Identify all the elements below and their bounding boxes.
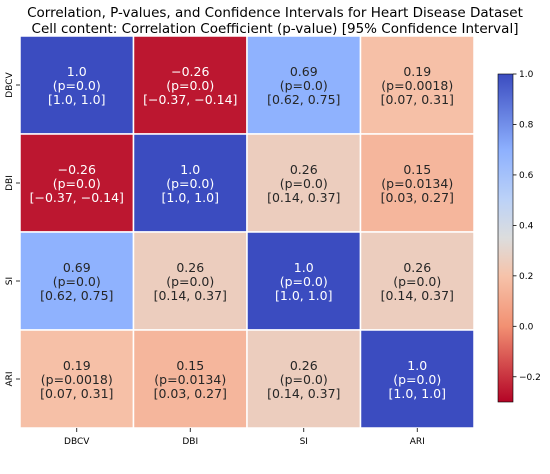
cell-label-p-value: (p=0.0) bbox=[53, 78, 101, 93]
cell-label-coefficient: 0.19 bbox=[403, 64, 431, 79]
heatmap-cell bbox=[132, 231, 248, 331]
heatmap-cell bbox=[246, 35, 362, 135]
cell-label-confidence-interval: [1.0, 1.0] bbox=[162, 190, 219, 205]
heatmap-cell bbox=[359, 231, 475, 331]
x-tick-label: DBI bbox=[182, 437, 198, 447]
cell-label-confidence-interval: [0.14, 0.37] bbox=[267, 386, 340, 401]
cell-label-p-value: (p=0.0018) bbox=[41, 372, 113, 387]
cell-label-p-value: (p=0.0) bbox=[393, 274, 441, 289]
cell-label-p-value: (p=0.0134) bbox=[381, 176, 453, 191]
cell-label-coefficient: 0.26 bbox=[403, 260, 431, 275]
cell-label-coefficient: 0.15 bbox=[176, 358, 204, 373]
cell-label-confidence-interval: [0.03, 0.27] bbox=[381, 190, 454, 205]
heatmap-cell bbox=[132, 133, 248, 233]
cell-label-p-value: (p=0.0) bbox=[280, 372, 328, 387]
y-tick-label: DBI bbox=[5, 175, 15, 191]
cell-label-p-value: (p=0.0) bbox=[280, 274, 328, 289]
cell-label-p-value: (p=0.0134) bbox=[154, 372, 226, 387]
cell-label-coefficient: 0.19 bbox=[63, 358, 91, 373]
colorbar-tick-label: −0.2 bbox=[519, 373, 541, 383]
chart-subtitle: Cell content: Correlation Coefficient (p… bbox=[32, 21, 519, 37]
cell-label-coefficient: 1.0 bbox=[180, 162, 200, 177]
heatmap-cell bbox=[132, 329, 248, 429]
colorbar-tick-label: 0.4 bbox=[519, 221, 534, 231]
colorbar-tick-label: 0.0 bbox=[519, 322, 534, 332]
cell-label-coefficient: 0.26 bbox=[290, 358, 318, 373]
cell-label-coefficient: 1.0 bbox=[294, 260, 314, 275]
y-tick-label: DBCV bbox=[5, 71, 15, 97]
cell-label-p-value: (p=0.0) bbox=[280, 78, 328, 93]
cell-label-confidence-interval: [1.0, 1.0] bbox=[48, 92, 105, 107]
cell-label-confidence-interval: [0.03, 0.27] bbox=[154, 386, 227, 401]
cell-label-confidence-interval: [0.14, 0.37] bbox=[154, 288, 227, 303]
cell-label-confidence-interval: [1.0, 1.0] bbox=[275, 288, 332, 303]
y-tick-label: ARI bbox=[5, 371, 15, 386]
cell-label-p-value: (p=0.0) bbox=[393, 372, 441, 387]
cell-label-p-value: (p=0.0018) bbox=[381, 78, 453, 93]
heatmap-cell bbox=[359, 133, 475, 233]
chart-title: Correlation, P-values, and Confidence In… bbox=[27, 5, 523, 21]
heatmap-cell bbox=[19, 35, 135, 135]
cell-label-coefficient: 0.15 bbox=[403, 162, 431, 177]
heatmap-cell bbox=[132, 35, 248, 135]
cell-label-confidence-interval: [0.07, 0.31] bbox=[40, 386, 113, 401]
cell-label-p-value: (p=0.0) bbox=[166, 78, 214, 93]
heatmap-cell-labels: 1.0(p=0.0)[1.0, 1.0]−0.26(p=0.0)[−0.37, … bbox=[30, 64, 454, 401]
x-tick-label: ARI bbox=[410, 437, 425, 447]
cell-label-coefficient: 0.26 bbox=[176, 260, 204, 275]
cell-label-p-value: (p=0.0) bbox=[166, 274, 214, 289]
cell-label-confidence-interval: [0.14, 0.37] bbox=[381, 288, 454, 303]
heatmap-axes: DBCV DBI SI ARI DBCV DBI SI ARI bbox=[5, 71, 425, 447]
colorbar-tick-label: 1.0 bbox=[519, 70, 534, 80]
colorbar-tick-label: 0.6 bbox=[519, 171, 534, 181]
heatmap-cells bbox=[19, 35, 475, 429]
cell-label-confidence-interval: [−0.37, −0.14] bbox=[143, 92, 237, 107]
heatmap-cell bbox=[359, 35, 475, 135]
colorbar-gradient bbox=[497, 73, 514, 403]
cell-label-coefficient: 0.69 bbox=[290, 64, 318, 79]
cell-label-coefficient: −0.26 bbox=[58, 162, 96, 177]
cell-label-coefficient: −0.26 bbox=[171, 64, 209, 79]
cell-label-coefficient: 0.26 bbox=[290, 162, 318, 177]
cell-label-coefficient: 0.69 bbox=[63, 260, 91, 275]
cell-label-confidence-interval: [0.07, 0.31] bbox=[381, 92, 454, 107]
cell-label-p-value: (p=0.0) bbox=[53, 274, 101, 289]
cell-label-confidence-interval: [1.0, 1.0] bbox=[389, 386, 446, 401]
cell-label-confidence-interval: [0.62, 0.75] bbox=[40, 288, 113, 303]
colorbar-tick-label: 0.8 bbox=[519, 120, 534, 130]
cell-label-p-value: (p=0.0) bbox=[166, 176, 214, 191]
cell-label-confidence-interval: [0.62, 0.75] bbox=[267, 92, 340, 107]
y-tick-label: SI bbox=[5, 277, 15, 285]
cell-label-coefficient: 1.0 bbox=[407, 358, 427, 373]
cell-label-p-value: (p=0.0) bbox=[53, 176, 101, 191]
cell-label-coefficient: 1.0 bbox=[67, 64, 87, 79]
heatmap-cell bbox=[359, 329, 475, 429]
colorbar-tick-label: 0.2 bbox=[519, 272, 533, 282]
colorbar: 1.0 0.8 0.6 0.4 0.2 0.0 −0.2 bbox=[497, 70, 541, 403]
x-tick-label: DBCV bbox=[64, 437, 90, 447]
cell-label-confidence-interval: [−0.37, −0.14] bbox=[30, 190, 124, 205]
x-tick-label: SI bbox=[300, 437, 308, 447]
cell-label-confidence-interval: [0.14, 0.37] bbox=[267, 190, 340, 205]
cell-label-p-value: (p=0.0) bbox=[280, 176, 328, 191]
